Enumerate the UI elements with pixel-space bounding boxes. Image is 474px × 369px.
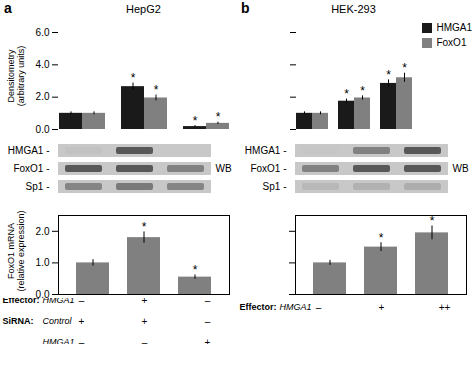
svg-text:*: * xyxy=(142,220,147,234)
svg-text:*: * xyxy=(386,68,391,82)
svg-text:HMGA1: HMGA1 xyxy=(280,302,312,312)
svg-text:WB: WB xyxy=(453,163,469,174)
svg-text:*: * xyxy=(430,214,435,228)
svg-text:HMGA1: HMGA1 xyxy=(43,337,75,344)
svg-text:Sp1 -: Sp1 - xyxy=(26,181,50,192)
svg-text:1.0: 1.0 xyxy=(36,257,50,268)
svg-text:FoxO1 -: FoxO1 - xyxy=(13,163,49,174)
svg-text:0.0: 0.0 xyxy=(36,124,50,133)
svg-text:–: – xyxy=(205,298,211,306)
html-text:FoxO1: FoxO1 xyxy=(436,37,467,48)
svg-text:*: * xyxy=(193,114,198,128)
svg-text:–: – xyxy=(205,316,211,327)
svg-text:*: * xyxy=(344,87,349,101)
svg-text:WB: WB xyxy=(216,163,232,174)
html-text:HEK-293: HEK-293 xyxy=(331,3,376,15)
svg-text:–: – xyxy=(142,337,148,344)
svg-text:*: * xyxy=(216,110,221,124)
svg-text:*: * xyxy=(154,83,159,97)
svg-text:2.0: 2.0 xyxy=(36,226,50,237)
svg-text:*: * xyxy=(131,71,136,85)
svg-text:*: * xyxy=(360,84,365,98)
svg-text:0.0: 0.0 xyxy=(36,289,50,298)
svg-text:Effector:: Effector: xyxy=(3,298,40,305)
svg-text:–: – xyxy=(79,337,85,344)
html-text:a: a xyxy=(4,0,12,16)
svg-text:+: + xyxy=(379,302,385,313)
svg-text:*: * xyxy=(193,263,198,277)
html-text:Densitometry (arbitrary units): Densitometry (arbitrary units) xyxy=(6,45,26,106)
html-text:FoxO1 mRNA (relative expressio: FoxO1 mRNA (relative expression) xyxy=(6,210,26,291)
svg-text:–: – xyxy=(316,302,322,313)
svg-text:*: * xyxy=(379,231,384,245)
svg-text:+: + xyxy=(142,316,148,327)
svg-text:SiRNA:: SiRNA: xyxy=(3,316,34,326)
svg-text:–: – xyxy=(79,298,85,306)
html-text:HMGA1: HMGA1 xyxy=(436,22,472,33)
html-text:HepG2: HepG2 xyxy=(126,3,161,15)
svg-text:Sp1 -: Sp1 - xyxy=(263,181,287,192)
svg-text:2.0: 2.0 xyxy=(36,91,50,102)
svg-text:*: * xyxy=(402,61,407,75)
svg-text:+: + xyxy=(79,316,85,327)
html-text:b: b xyxy=(241,0,250,16)
svg-text:HMGA1 -: HMGA1 - xyxy=(8,145,50,156)
svg-text:++: ++ xyxy=(439,302,451,313)
svg-text:4.0: 4.0 xyxy=(36,59,50,70)
svg-text:HMGA1 -: HMGA1 - xyxy=(245,145,287,156)
svg-text:HMGA1: HMGA1 xyxy=(43,298,75,305)
svg-text:Control: Control xyxy=(43,316,73,326)
svg-text:+: + xyxy=(205,337,211,344)
svg-text:FoxO1 -: FoxO1 - xyxy=(250,163,286,174)
svg-text:Effector:: Effector: xyxy=(240,302,277,312)
svg-text:+: + xyxy=(142,298,148,306)
svg-text:6.0: 6.0 xyxy=(36,27,50,38)
